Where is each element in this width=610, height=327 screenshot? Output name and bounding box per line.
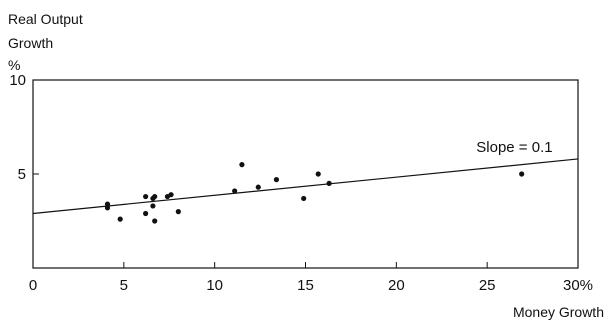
x-tick-label: 15: [297, 277, 314, 294]
plot-frame: [32, 79, 579, 269]
x-tick-label: 30%: [563, 277, 593, 294]
y-axis-title-line-3: %: [8, 57, 20, 73]
x-tick-label: 0: [29, 277, 37, 294]
data-point: [117, 216, 123, 222]
data-point: [104, 201, 111, 207]
y-axis-title-line-2: Growth: [8, 35, 53, 51]
x-tick-label: 5: [120, 277, 128, 294]
data-point: [315, 171, 321, 177]
data-point: [232, 188, 238, 194]
data-point: [104, 205, 111, 211]
y-tick-label: 10: [9, 72, 26, 89]
plot-area: 0 5 10 15 20 25 30% 5 10: [9, 72, 593, 294]
data-point: [150, 203, 156, 209]
slope-annotation: Slope = 0.1: [476, 139, 552, 156]
x-tick-label: 20: [388, 277, 405, 294]
data-point: [519, 171, 525, 177]
data-point: [326, 180, 332, 186]
data-point: [175, 209, 181, 215]
x-tick-label: 25: [479, 277, 496, 294]
data-point: [239, 162, 245, 168]
data-point: [143, 210, 149, 217]
data-point: [152, 218, 158, 224]
y-axis-title-line-1: Real Output: [8, 11, 83, 27]
data-point: [255, 184, 261, 190]
x-axis-title: Money Growth: [513, 304, 604, 320]
x-tick-label: 10: [206, 277, 223, 294]
data-point: [301, 195, 307, 202]
data-point: [152, 193, 158, 200]
data-point: [143, 193, 149, 200]
trend-line: [32, 158, 579, 215]
data-point: [168, 192, 174, 198]
data-point: [273, 177, 280, 183]
y-tick-label: 5: [18, 166, 26, 183]
